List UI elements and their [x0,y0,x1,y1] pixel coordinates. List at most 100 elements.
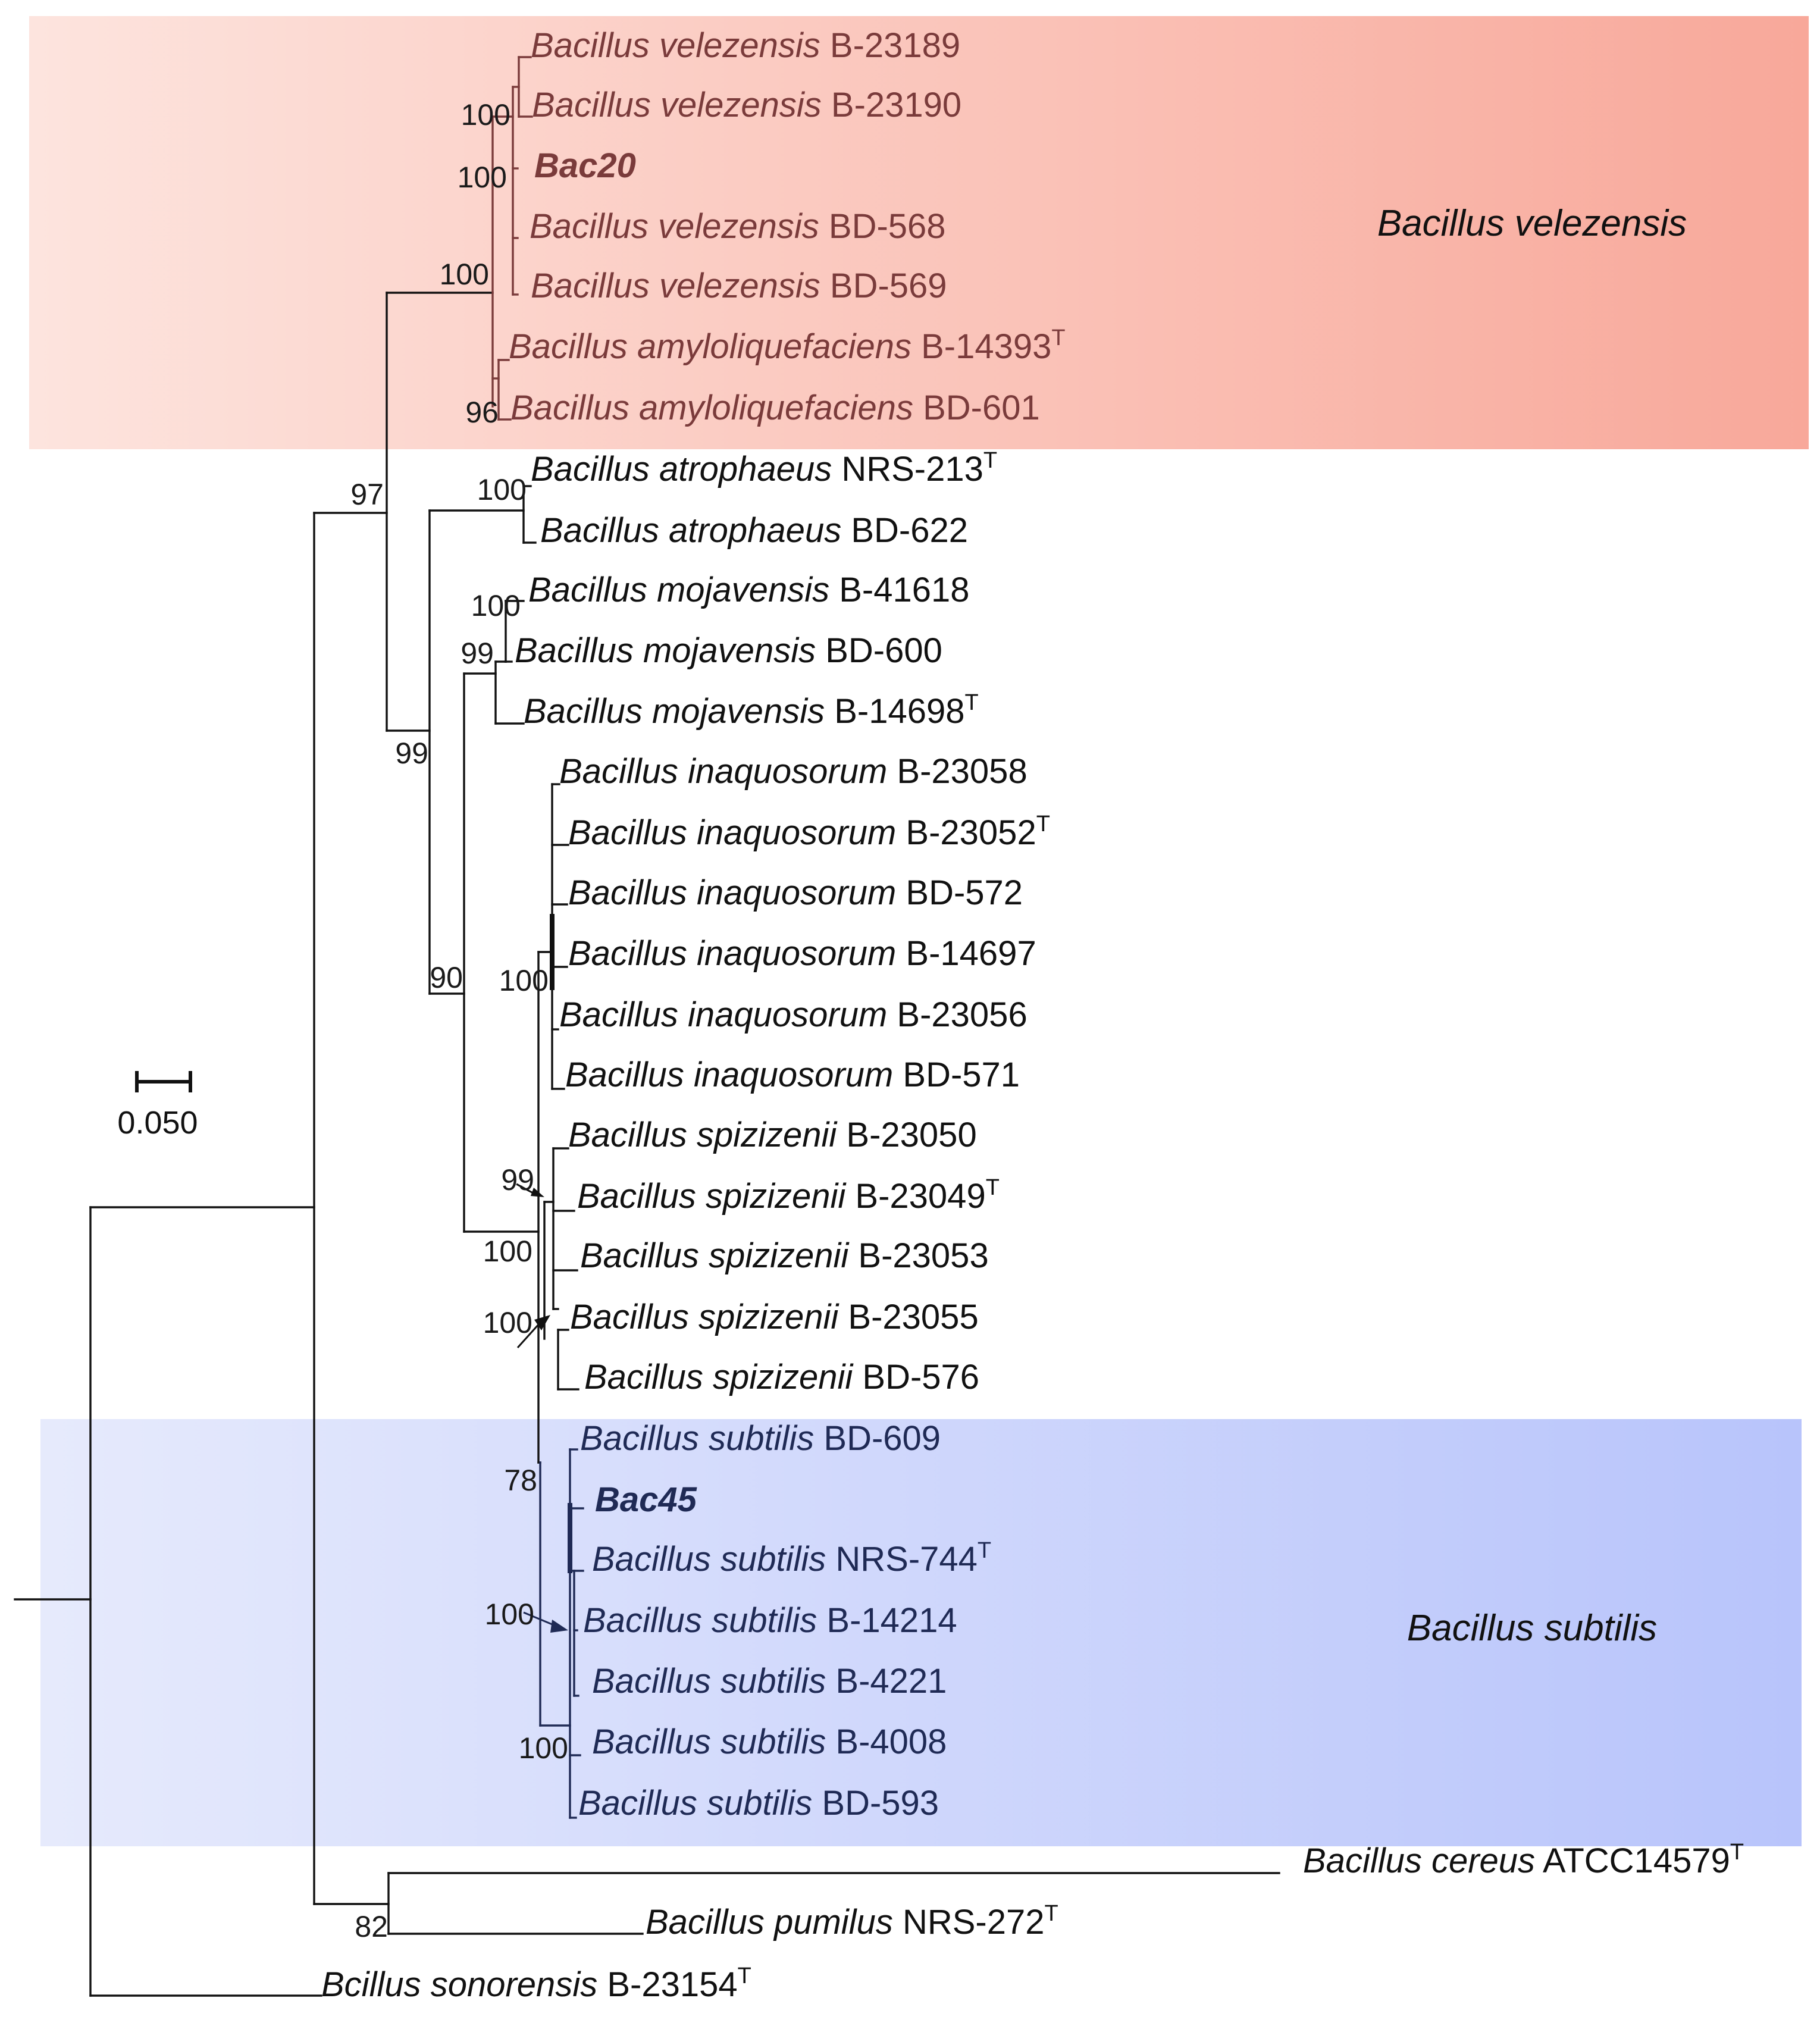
taxon-label-velezensis-bd-568: Bacillus velezensis BD-568 [530,207,946,246]
taxon-label-pumilus-nrs-272: Bacillus pumilus NRS-272T [646,1901,1058,1941]
taxon-species-name: Bacillus inaquosorum [565,1056,893,1094]
taxon-strain-id: B-23050 [837,1116,976,1154]
taxon-strain-id: B-14698 [825,692,964,731]
taxon-strain-id: B-23049 [845,1177,985,1216]
taxon-label-mojavensis-b-41618: Bacillus mojavensis B-41618 [528,571,970,609]
bootstrap-value: 100 [440,258,489,291]
taxon-strain-id: BD-622 [841,511,968,550]
taxon-strain-id: B-14697 [896,934,1036,973]
type-strain-marker: T [983,448,997,473]
taxon-species-name: Bacillus velezensis [532,86,822,124]
taxon-label-inaquosorum-b-14697: Bacillus inaquosorum B-14697 [568,934,1036,973]
bootstrap-value: 96 [465,396,499,429]
type-strain-marker: T [986,1175,1000,1200]
taxon-strain-id: B-23058 [887,752,1027,791]
taxon-species-name: Bacillus subtilis [580,1419,814,1458]
taxon-species-name: Bacillus subtilis [592,1540,826,1579]
taxon-species-name: Bacillus atrophaeus [540,511,841,550]
taxon-label-spizizenii-bd-576: Bacillus spizizenii BD-576 [584,1358,979,1396]
tree-branches [14,56,1280,1997]
taxon-label-velezensis-bd-569: Bacillus velezensis BD-569 [531,267,947,305]
taxon-species-name: Bacillus amyloliquefaciens [509,327,911,366]
taxon-species-name: Bacillus velezensis [531,26,820,65]
bootstrap-value: 97 [350,478,384,511]
taxon-label-velezensis-b-23190: Bacillus velezensis B-23190 [532,86,961,124]
isolate-name: Bac20 [534,146,636,185]
bootstrap-value: 99 [501,1163,534,1197]
bootstrap-value: 99 [461,637,494,670]
subtilis-clade-label: Bacillus subtilis [1407,1608,1657,1649]
bootstrap-value: 100 [461,98,510,131]
taxon-strain-id: BD-593 [812,1784,939,1822]
taxon-species-name: Bacillus spizizenii [568,1116,838,1154]
taxon-label-amyloliquefaciens-bd-601: Bacillus amyloliquefaciens BD-601 [510,389,1040,427]
taxon-label-velezensis-b-23189: Bacillus velezensis B-23189 [531,26,960,65]
taxon-label-inaquosorum-b-23052: Bacillus inaquosorum B-23052T [568,812,1050,852]
taxon-species-name: Bacillus inaquosorum [568,813,896,852]
bootstrap-value: 100 [483,1235,532,1268]
taxon-strain-id: NRS-272 [893,1903,1045,1941]
taxon-label-atrophaeus-nrs-213: Bacillus atrophaeus NRS-213T [531,448,997,488]
bootstrap-value: 100 [477,473,527,506]
scale-bar-label: 0.050 [117,1105,198,1141]
taxon-strain-id: BD-609 [814,1419,941,1458]
bootstrap-value: 100 [485,1598,534,1631]
taxon-species-name: Bacillus spizizenii [584,1358,854,1396]
type-strain-marker: T [1051,325,1065,350]
taxon-label-cereus-atcc14579: Bacillus cereus ATCC14579T [1303,1840,1744,1880]
taxon-strain-id: B-23154 [597,1965,737,2004]
taxon-label-subtilis-nrs-744: Bacillus subtilis NRS-744T [592,1538,991,1579]
type-strain-marker: T [1730,1840,1744,1865]
taxon-species-name: Bacillus inaquosorum [568,934,896,973]
bootstrap-value: 99 [395,737,428,770]
bootstrap-value: 100 [519,1731,568,1765]
taxon-strain-id: B-14393 [911,327,1051,366]
taxon-species-name: Bacillus subtilis [578,1784,812,1822]
type-strain-marker: T [978,1538,991,1563]
bootstrap-value: 82 [355,1910,388,1943]
taxon-strain-id: BD-600 [816,631,942,670]
isolate-label-bac45: Bac45 [595,1480,697,1519]
taxon-label-inaquosorum-b-23056: Bacillus inaquosorum B-23056 [559,995,1028,1034]
taxon-species-name: Bacillus amyloliquefaciens [510,389,913,427]
taxon-label-mojavensis-bd-600: Bacillus mojavensis BD-600 [515,631,942,670]
bootstrap-value: 100 [458,161,507,194]
taxon-strain-id: B-14214 [817,1601,957,1640]
taxon-label-mojavensis-b-14698: Bacillus mojavensis B-14698T [524,690,979,731]
taxon-label-spizizenii-b-23053: Bacillus spizizenii B-23053 [580,1236,989,1275]
taxon-strain-id: B-23052 [896,813,1036,852]
taxon-label-spizizenii-b-23049: Bacillus spizizenii B-23049T [577,1175,1000,1216]
taxon-label-spizizenii-b-23050: Bacillus spizizenii B-23050 [568,1116,977,1154]
taxon-label-inaquosorum-b-23058: Bacillus inaquosorum B-23058 [559,752,1028,791]
taxon-strain-id: B-23190 [822,86,961,124]
taxon-strain-id: B-23055 [838,1298,978,1336]
subtilis-clade-box [40,1419,1802,1846]
taxon-strain-id: BD-569 [820,267,947,305]
taxon-species-name: Bacillus velezensis [531,267,820,305]
isolate-name: Bac45 [595,1480,697,1519]
taxon-species-name: Bacillus spizizenii [577,1177,847,1216]
taxon-strain-id: ATCC14579 [1535,1842,1730,1880]
taxon-label-subtilis-b-4008: Bacillus subtilis B-4008 [592,1723,947,1761]
taxon-strain-id: B-23056 [887,995,1027,1034]
taxon-species-name: Bacillus mojavensis [528,571,829,609]
bootstrap-value: 100 [471,589,521,622]
bootstrap-value: 100 [499,964,549,997]
velezensis-clade-box [29,16,1809,449]
bootstrap-values: 100 100 100 96 97 100 99 100 99 90 100 99 100 100 78 10… [350,98,568,1943]
bootstrap-value: 100 [483,1306,532,1339]
type-strain-marker: T [965,690,979,715]
taxon-species-name: Bacillus velezensis [530,207,819,246]
scale-bar: 0.050 [117,1071,198,1141]
taxon-label-subtilis-b-14214: Bacillus subtilis B-14214 [583,1601,957,1640]
taxon-species-name: Bacillus cereus [1303,1842,1535,1880]
taxon-label-subtilis-bd-609: Bacillus subtilis BD-609 [580,1419,941,1458]
taxon-label-subtilis-bd-593: Bacillus subtilis BD-593 [578,1784,939,1822]
taxon-species-name: Bacillus inaquosorum [559,995,887,1034]
taxon-label-inaquosorum-bd-571: Bacillus inaquosorum BD-571 [565,1056,1020,1094]
isolate-label-bac20: Bac20 [534,146,636,185]
taxon-strain-id: BD-576 [853,1358,979,1396]
type-strain-marker: T [738,1964,751,1988]
taxon-strain-id: BD-568 [819,207,946,246]
